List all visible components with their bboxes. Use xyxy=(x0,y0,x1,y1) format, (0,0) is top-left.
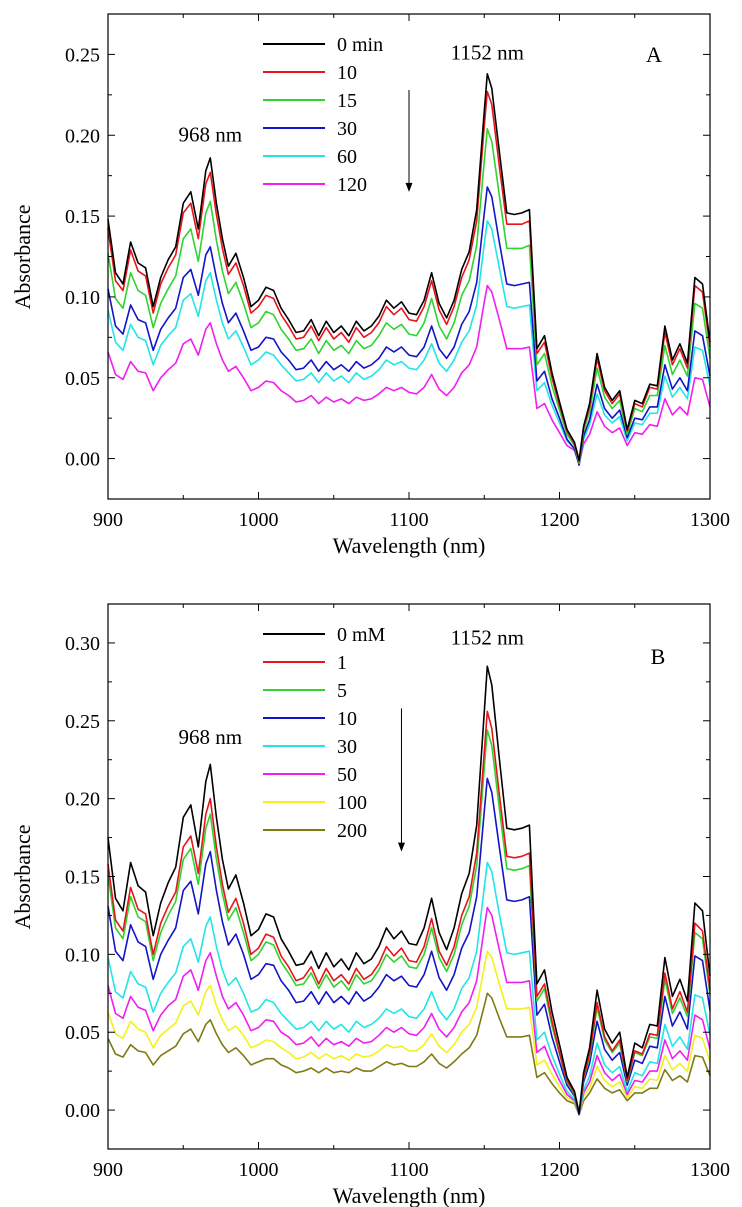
panel-b-series-group xyxy=(107,665,711,1116)
panel-a-legend-label: 120 xyxy=(337,174,367,196)
panel-a-series-line-4 xyxy=(107,220,711,466)
panel-a-series-line-3 xyxy=(107,186,711,466)
panel-a: 900 1000 1100 1200 1300 0.00 0.05 0.10 0.15 0.20 0… xyxy=(10,13,730,558)
panel-b-x-tick-label: 1000 xyxy=(239,1159,279,1181)
panel-b-series-line-1 xyxy=(107,710,711,1114)
panel-a-x-axis-title: Wavelength (nm) xyxy=(333,533,486,558)
panel-b-legend: 0 mM 1 5 10 30 50 100 200 xyxy=(263,624,386,842)
panel-b-x-axis-title: Wavelength (nm) xyxy=(333,1183,486,1207)
panel-b-x-tick-label: 1300 xyxy=(690,1159,730,1181)
panel-a-letter: A xyxy=(646,42,662,67)
panel-b-x-tick-label: 1200 xyxy=(540,1159,580,1181)
panel-b-y-tick-label: 0.05 xyxy=(65,1022,100,1044)
panel-a-y-tick-label: 0.15 xyxy=(65,206,100,228)
panel-b-y-tick-label: 0.10 xyxy=(65,944,100,966)
panel-b-y-axis-title: Absorbance xyxy=(10,824,35,929)
panel-a-legend-label: 30 xyxy=(337,118,357,140)
panel-a-series-line-2 xyxy=(107,128,711,465)
panel-a-series-line-5 xyxy=(107,284,711,465)
panel-b-legend-label: 50 xyxy=(337,764,357,786)
panel-a-series-line-0 xyxy=(107,73,711,461)
panel-b-peak-label-968: 968 nm xyxy=(179,725,243,749)
panel-b-y-tick-label: 0.00 xyxy=(65,1100,100,1122)
panel-a-legend-label: 10 xyxy=(337,62,357,84)
panel-a-y-tick-label: 0.20 xyxy=(65,125,100,147)
panel-b-ticks: 900 1000 1100 1200 13000.000.050.100.150.200… xyxy=(65,604,730,1181)
panel-a-legend-label: 15 xyxy=(337,90,357,112)
panel-a-y-tick-label: 0.05 xyxy=(65,368,100,390)
panel-b-legend-label: 200 xyxy=(337,820,367,842)
panel-b-series-line-4 xyxy=(107,861,711,1116)
panel-b-x-tick-label: 900 xyxy=(93,1159,123,1181)
panel-b-legend-label: 100 xyxy=(337,792,367,814)
panel-a-x-tick-label: 1300 xyxy=(690,509,730,531)
panel-a-ticks: 900 1000 1100 1200 1300 0.00 0.05 0.10 0.15 0.20 0… xyxy=(65,14,730,531)
panel-b-y-tick-label: 0.25 xyxy=(65,711,100,733)
panel-b-letter: B xyxy=(651,644,666,669)
panel-a-y-tick-label: 0.00 xyxy=(65,449,100,471)
panel-a-series-group xyxy=(107,73,711,466)
panel-a-arrow-head xyxy=(405,182,413,192)
panel-b-series-line-7 xyxy=(107,992,711,1116)
panel-b: 900 1000 1100 1200 13000.000.050.100.150.200… xyxy=(10,603,730,1207)
panel-a-y-axis-title: Absorbance xyxy=(10,204,35,309)
panel-a-x-tick-label: 1200 xyxy=(540,509,580,531)
panel-a-legend-label: 60 xyxy=(337,146,357,168)
panel-a-peak-label-1152: 1152 nm xyxy=(451,40,524,64)
panel-b-legend-label: 10 xyxy=(337,708,357,730)
panel-a-x-tick-label: 900 xyxy=(93,509,123,531)
panel-b-legend-label: 1 xyxy=(337,652,347,674)
panel-a-y-tick-label: 0.10 xyxy=(65,287,100,309)
panel-b-y-tick-label: 0.30 xyxy=(65,633,100,655)
panel-b-series-line-2 xyxy=(107,729,711,1114)
panel-b-legend-label: 30 xyxy=(337,736,357,758)
panel-b-x-tick-label: 1100 xyxy=(389,1159,428,1181)
panel-a-legend: 0 min 10 15 30 60 120 xyxy=(263,34,383,196)
panel-b-arrow-head xyxy=(397,842,405,852)
panel-a-x-tick-label: 1000 xyxy=(239,509,279,531)
panel-b-legend-label: 0 mM xyxy=(337,624,386,646)
panel-b-series-line-5 xyxy=(107,906,711,1116)
panel-a-x-tick-label: 1100 xyxy=(389,509,428,531)
panel-b-legend-label: 5 xyxy=(337,680,347,702)
panel-b-peak-label-1152: 1152 nm xyxy=(451,625,524,649)
panel-b-series-line-0 xyxy=(107,665,711,1114)
panel-b-series-line-3 xyxy=(107,777,711,1116)
panel-a-series-line-1 xyxy=(107,90,711,463)
panel-a-y-tick-label: 0.25 xyxy=(65,44,100,66)
panel-b-series-line-6 xyxy=(107,950,711,1116)
panel-b-y-tick-label: 0.15 xyxy=(65,867,100,889)
panel-b-y-tick-label: 0.20 xyxy=(65,789,100,811)
panel-a-legend-label: 0 min xyxy=(337,34,383,56)
panel-a-peak-label-968: 968 nm xyxy=(179,123,243,147)
